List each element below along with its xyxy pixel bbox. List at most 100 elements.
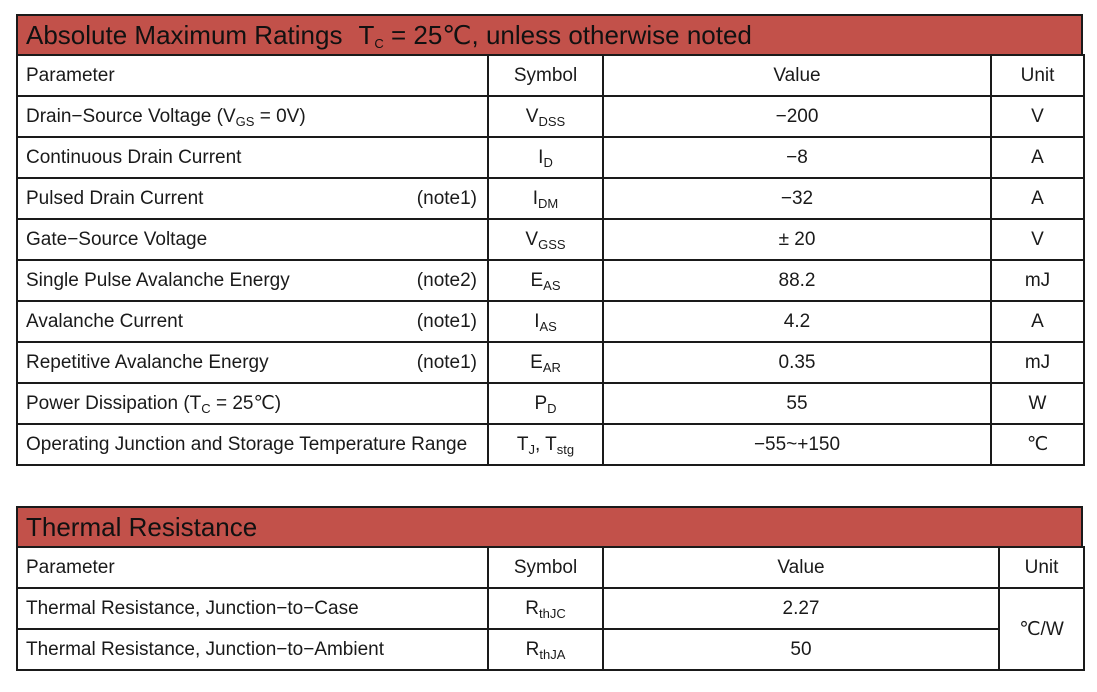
symbol-text: E [530,269,544,291]
symbol-cell: EAR [487,341,604,384]
header-value: Value [602,54,992,97]
symbol-cell: RthJC [487,587,604,630]
symbol-cell: IAS [487,300,604,343]
symbol-subscript: D [547,400,557,416]
thermal-resistance-table: Parameter Symbol Value Unit Thermal Resi… [16,546,1085,671]
table-row: Repetitive Avalanche Energy (note1) EAR 0.3… [16,341,1085,384]
unit-cell: mJ [990,259,1085,302]
symbol-text: E [530,351,543,373]
table-row: Single Pulse Avalanche Energy (note2) EAS 8… [16,259,1085,302]
parameter-cell: Continuous Drain Current [16,136,489,179]
symbol-subscript: D [543,154,553,170]
parameter-note: (note1) [416,351,477,373]
symbol-cell: RthJA [487,628,604,671]
unit-cell: A [990,136,1085,179]
parameter-text: Avalanche Current [26,310,184,332]
symbol-cell: VDSS [487,95,604,138]
parameter-tail: = 0V) [254,105,306,127]
condition-suffix: = 25℃, unless otherwise noted [383,19,752,50]
value-cell: ± 20 [602,218,992,261]
thermal-resistance-header: Thermal Resistance [16,506,1083,546]
value-cell: −32 [602,177,992,220]
symbol-subscript: thJC [539,605,566,621]
absolute-maximum-ratings-header: Absolute Maximum Ratings TC = 25℃, unles… [16,14,1083,54]
value-cell: −200 [602,95,992,138]
parameter-cell: Power Dissipation (TC = 25℃) [16,382,489,425]
parameter-text: Drain−Source Voltage (V [26,105,236,127]
header-parameter: Parameter [16,546,489,589]
symbol-text: R [525,638,540,660]
value-cell: −55~+150 [602,423,992,466]
symbol-text: I [534,310,540,332]
symbol-subscript: GSS [538,236,566,252]
table-row: Thermal Resistance, Junction−to−Ambient R… [16,628,1084,671]
symbol-subscript: thJA [539,646,566,662]
table-row: Continuous Drain Current ID −8 A [16,136,1085,179]
table-row: Power Dissipation (TC = 25℃) PD 55 W [16,382,1085,425]
parameter-text: Continuous Drain Current [26,146,242,168]
value-cell: 50 [602,628,1000,671]
parameter-subscript: GS [235,113,255,129]
symbol-text: V [525,228,539,250]
parameter-cell: Single Pulse Avalanche Energy (note2) [16,259,489,302]
parameter-subscript: C [201,401,211,416]
absolute-maximum-ratings-section: Absolute Maximum Ratings TC = 25℃, unles… [16,14,1085,466]
symbol-text-2: , T [534,433,557,455]
parameter-cell: Gate−Source Voltage [16,218,489,261]
value-cell: −8 [602,136,992,179]
symbol-text: I [532,187,539,209]
symbol-subscript: AS [539,318,557,334]
unit-cell: mJ [990,341,1085,384]
parameter-cell: Thermal Resistance, Junction−to−Ambient [16,628,489,671]
symbol-subscript: J [528,441,535,457]
symbol-text: P [534,392,548,414]
parameter-text: Gate−Source Voltage [26,228,208,250]
table-row: Avalanche Current (note1) IAS 4.2 A [16,300,1085,343]
parameter-text: Pulsed Drain Current [26,187,204,209]
unit-cell: A [990,177,1085,220]
parameter-cell: Thermal Resistance, Junction−to−Case [16,587,489,630]
header-symbol: Symbol [487,54,604,97]
header-unit: Unit [990,54,1085,97]
value-cell: 88.2 [602,259,992,302]
symbol-text: V [525,105,539,127]
symbol-subscript: DM [538,195,559,211]
table-row: Drain−Source Voltage (VGS = 0V) VDSS −200 V [16,95,1085,138]
parameter-text: Repetitive Avalanche Energy [26,351,269,373]
symbol-text: R [525,597,539,619]
unit-cell: A [990,300,1085,343]
parameter-cell: Repetitive Avalanche Energy (note1) [16,341,489,384]
parameter-tail: = 25℃) [210,393,282,414]
unit-cell: V [990,95,1085,138]
symbol-subscript-2: stg [556,441,575,457]
parameter-cell: Pulsed Drain Current (note1) [16,177,489,220]
section-title: Absolute Maximum Ratings [26,19,343,50]
parameter-cell: Drain−Source Voltage (VGS = 0V) [16,95,489,138]
value-cell: 0.35 [602,341,992,384]
value-cell: 55 [602,382,992,425]
symbol-cell: VGSS [487,218,604,261]
unit-cell: V [990,218,1085,261]
unit-cell: ℃ [990,423,1085,466]
thermal-resistance-section: Thermal Resistance Parameter Symbol Valu… [16,506,1085,671]
symbol-subscript: AR [542,359,561,375]
value-cell: 4.2 [602,300,992,343]
table-row: Operating Junction and Storage Temperatu… [16,423,1085,466]
table-row: Thermal Resistance, Junction−to−Case RthJ… [16,587,1085,671]
symbol-cell: ID [487,136,604,179]
symbol-cell: EAS [487,259,604,302]
table-row: Pulsed Drain Current (note1) IDM −32 A [16,177,1085,220]
parameter-note: (note1) [416,310,477,332]
unit-cell: ℃/W [998,587,1085,671]
parameter-text: Single Pulse Avalanche Energy [26,269,290,291]
section-title: Thermal Resistance [26,511,258,542]
section-condition: TC = 25℃, unless otherwise noted [358,20,751,51]
condition-prefix: T [358,19,375,50]
parameter-cell: Operating Junction and Storage Temperatu… [16,423,489,466]
header-unit: Unit [998,546,1085,589]
symbol-text: I [538,146,544,168]
condition-sub: C [374,35,384,51]
unit-cell: W [990,382,1085,425]
absolute-maximum-ratings-table: Parameter Symbol Value Unit Drain−Source… [16,54,1085,466]
parameter-note: (note2) [416,269,477,291]
